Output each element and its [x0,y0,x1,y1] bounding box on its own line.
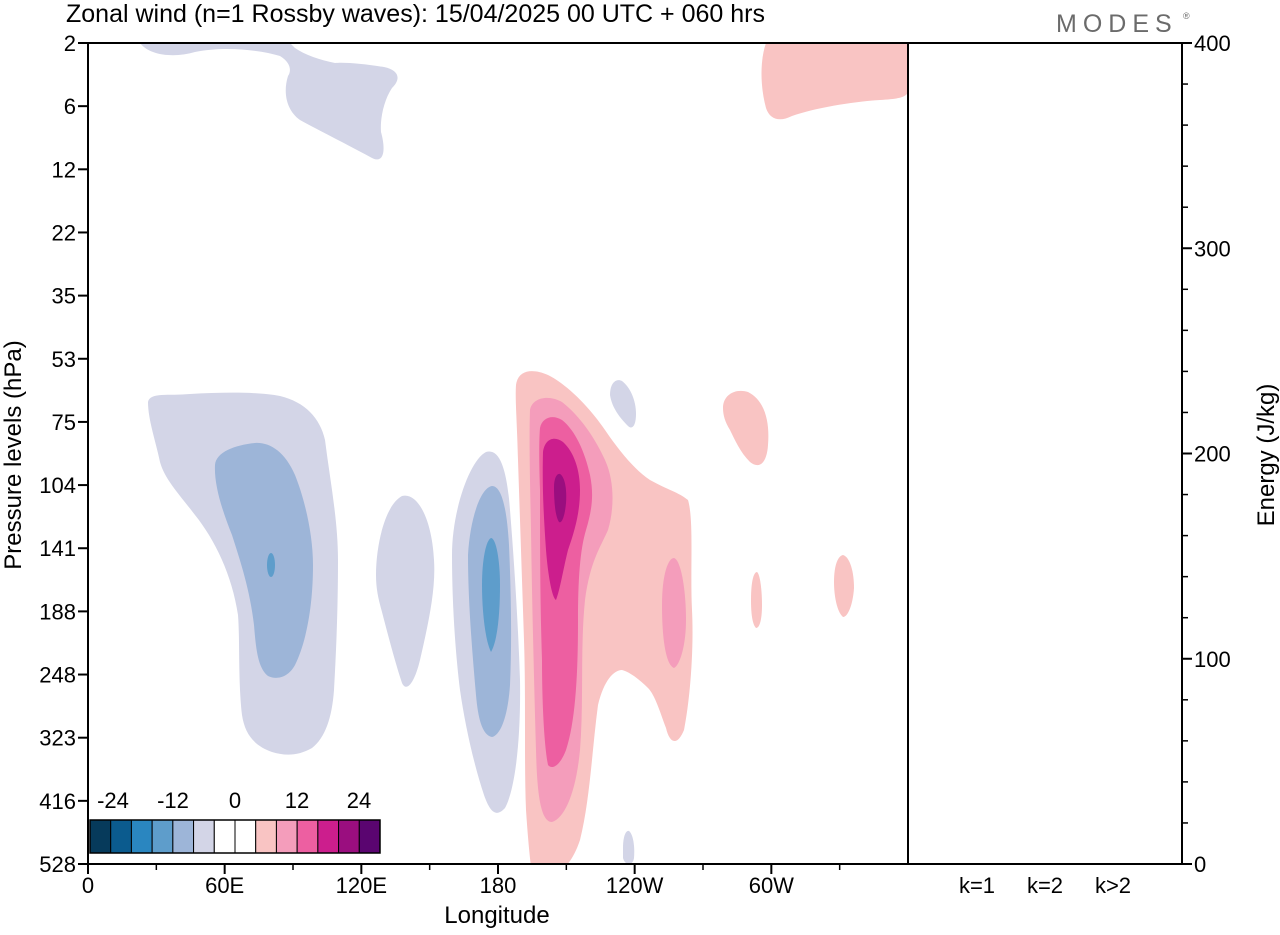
y-tick-label: 141 [39,536,76,561]
y-axis-title: Pressure levels (hPa) [0,340,27,569]
colorbar-swatch [296,819,319,854]
x-tick-label: 60W [749,873,794,898]
colorbar-tick-label: -12 [157,788,189,813]
x-tick-label: 0 [82,873,94,898]
energy-category-label: k=2 [1027,873,1063,898]
y-tick-label: 75 [52,410,76,435]
contour-negative-level-12-west [267,553,275,577]
energy-tick-label: 200 [1194,442,1231,467]
x-axis: 0 60E 120E 180 120W 60W [82,864,841,898]
colorbar-swatch [255,819,277,854]
colorbar-tick-label: 24 [347,788,371,813]
y-tick-label: 104 [39,473,76,498]
colorbar-tick-label: 12 [285,788,309,813]
x-axis-title: Longitude [444,902,549,929]
contour-positive-level-4-upper [761,43,908,120]
energy-category-label: k=1 [959,873,995,898]
colorbar-swatch [358,819,381,854]
colorbar-swatch [89,819,112,854]
x-tick-label: 120E [336,873,387,898]
contour-positive-level-8-east [662,558,686,668]
x-tick-label: 60E [205,873,244,898]
contour-negative-level-4-upper [140,43,398,160]
chart-title: Zonal wind (n=1 Rossby waves): 15/04/202… [66,0,765,28]
y-tick-label: 12 [52,157,76,182]
y-axis: 2 6 12 22 35 53 75 104 141 188 248 323 416 528 [39,31,88,877]
y-tick-label: 416 [39,789,76,814]
energy-bar-k=1 [955,863,999,865]
y-tick-label: 53 [52,347,76,372]
energy-bar-k>2 [1091,863,1135,865]
y-tick-label: 22 [52,220,76,245]
energy-axis: 0 100 200 300 400 [1182,31,1231,877]
contour-negative-level-4-140e [376,495,435,687]
contour-negative-level-4-spot-low [623,830,635,864]
colorbar-tick-label: -24 [97,788,129,813]
colorbar-tick-label: 0 [229,788,241,813]
contour-positive-level-24-main [554,473,567,523]
energy-category-label: k>2 [1095,873,1131,898]
contour-negative-level-12-180 [482,538,500,652]
energy-tick-label: 300 [1194,236,1231,261]
contour-positive-level-4-75hpa-east [723,390,769,466]
colorbar-swatch [110,819,132,854]
colorbar-swatch [130,819,153,854]
contour-field [140,43,908,864]
colorbar-swatch [275,819,298,854]
modes-logo-mark: ® [1183,11,1190,21]
colorbar-swatch [172,819,195,854]
contour-negative-level-4-spot-high [610,380,636,428]
contour-positive-level-4-spot-b [834,555,854,617]
y-tick-label: 323 [39,726,76,751]
colorbar-swatch [338,819,360,854]
energy-tick-label: 400 [1194,31,1231,56]
colorbar-swatch [317,819,340,854]
y-tick-label: 6 [64,94,76,119]
x-tick-label: 120W [606,873,664,898]
energy-tick-label: 100 [1194,647,1231,672]
colorbar-swatch [193,819,215,854]
y-tick-label: 35 [52,284,76,309]
colorbar: -24 -12 0 12 24 [89,788,381,854]
colorbar-swatch [213,819,236,854]
x-tick-label: 180 [480,873,517,898]
energy-plot-frame [907,42,1183,865]
energy-bars: k=1 k=2 k>2 [955,863,1135,898]
colorbar-frame [89,819,381,854]
contour-negative-level-8-west [214,442,313,678]
colorbar-swatch [151,819,174,854]
contour-positive-level-4-spot-a [751,572,762,628]
y-tick-label: 2 [64,31,76,56]
energy-tick-label: 0 [1194,852,1206,877]
y-tick-label: 188 [39,599,76,624]
y-tick-label: 248 [39,663,76,688]
modes-logo: MODES [1056,10,1178,38]
energy-bar-k=2 [1023,863,1067,865]
colorbar-swatch [234,819,257,854]
y-tick-label: 528 [39,852,76,877]
energy-axis-title: Energy (J/kg) [1253,384,1280,527]
